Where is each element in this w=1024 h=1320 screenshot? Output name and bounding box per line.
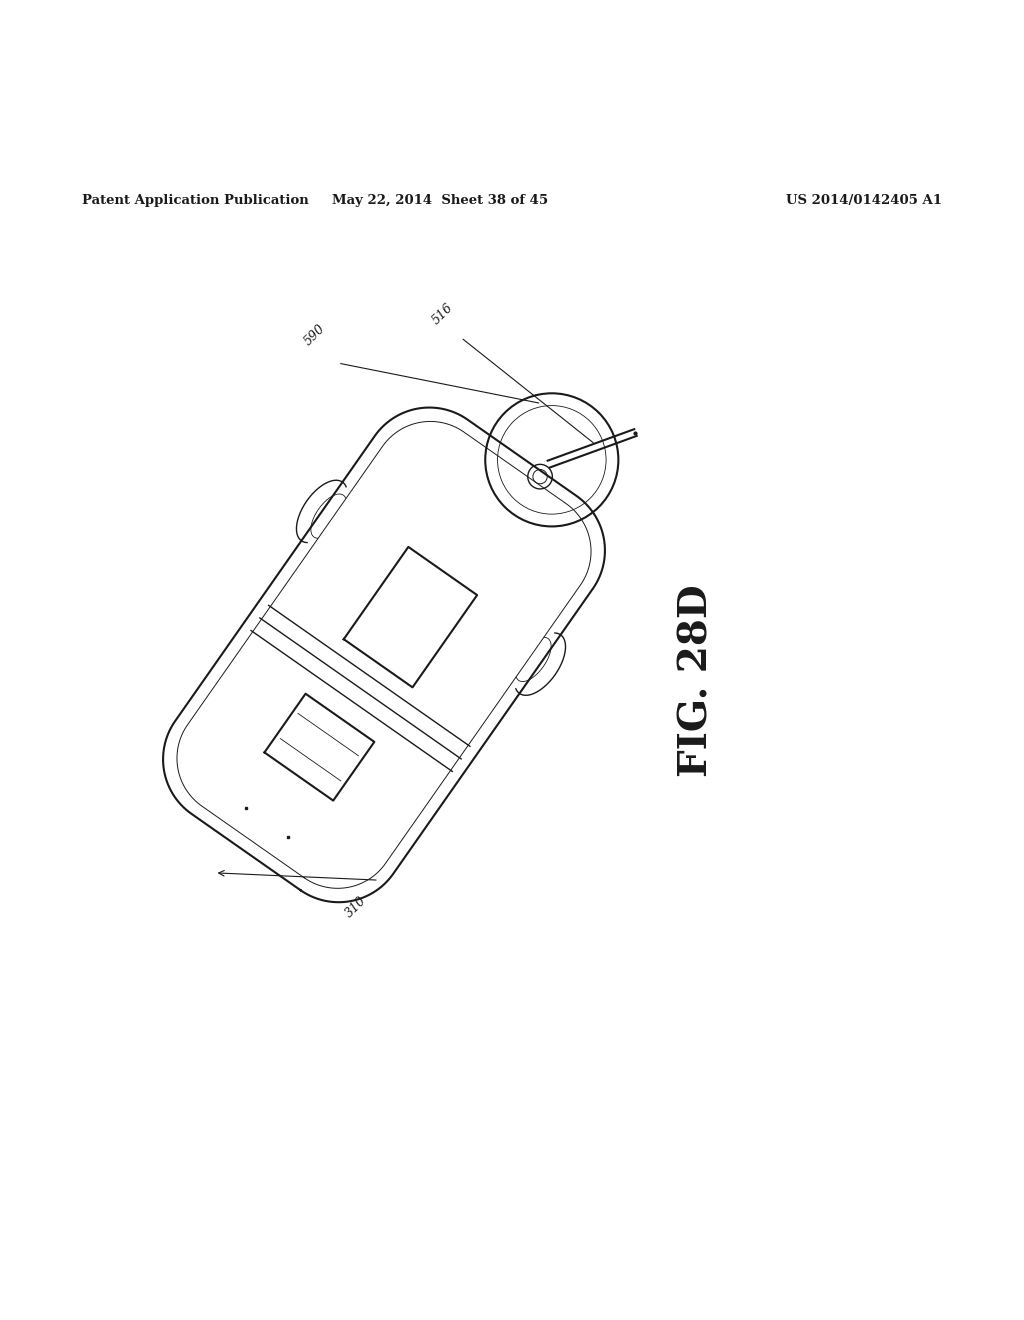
Text: US 2014/0142405 A1: US 2014/0142405 A1 bbox=[786, 194, 942, 207]
Text: May 22, 2014  Sheet 38 of 45: May 22, 2014 Sheet 38 of 45 bbox=[332, 194, 549, 207]
Text: 310: 310 bbox=[343, 894, 370, 920]
Text: FIG. 28D: FIG. 28D bbox=[677, 585, 716, 776]
Text: 516: 516 bbox=[430, 301, 457, 327]
Text: Patent Application Publication: Patent Application Publication bbox=[82, 194, 308, 207]
Text: 590: 590 bbox=[302, 322, 329, 347]
